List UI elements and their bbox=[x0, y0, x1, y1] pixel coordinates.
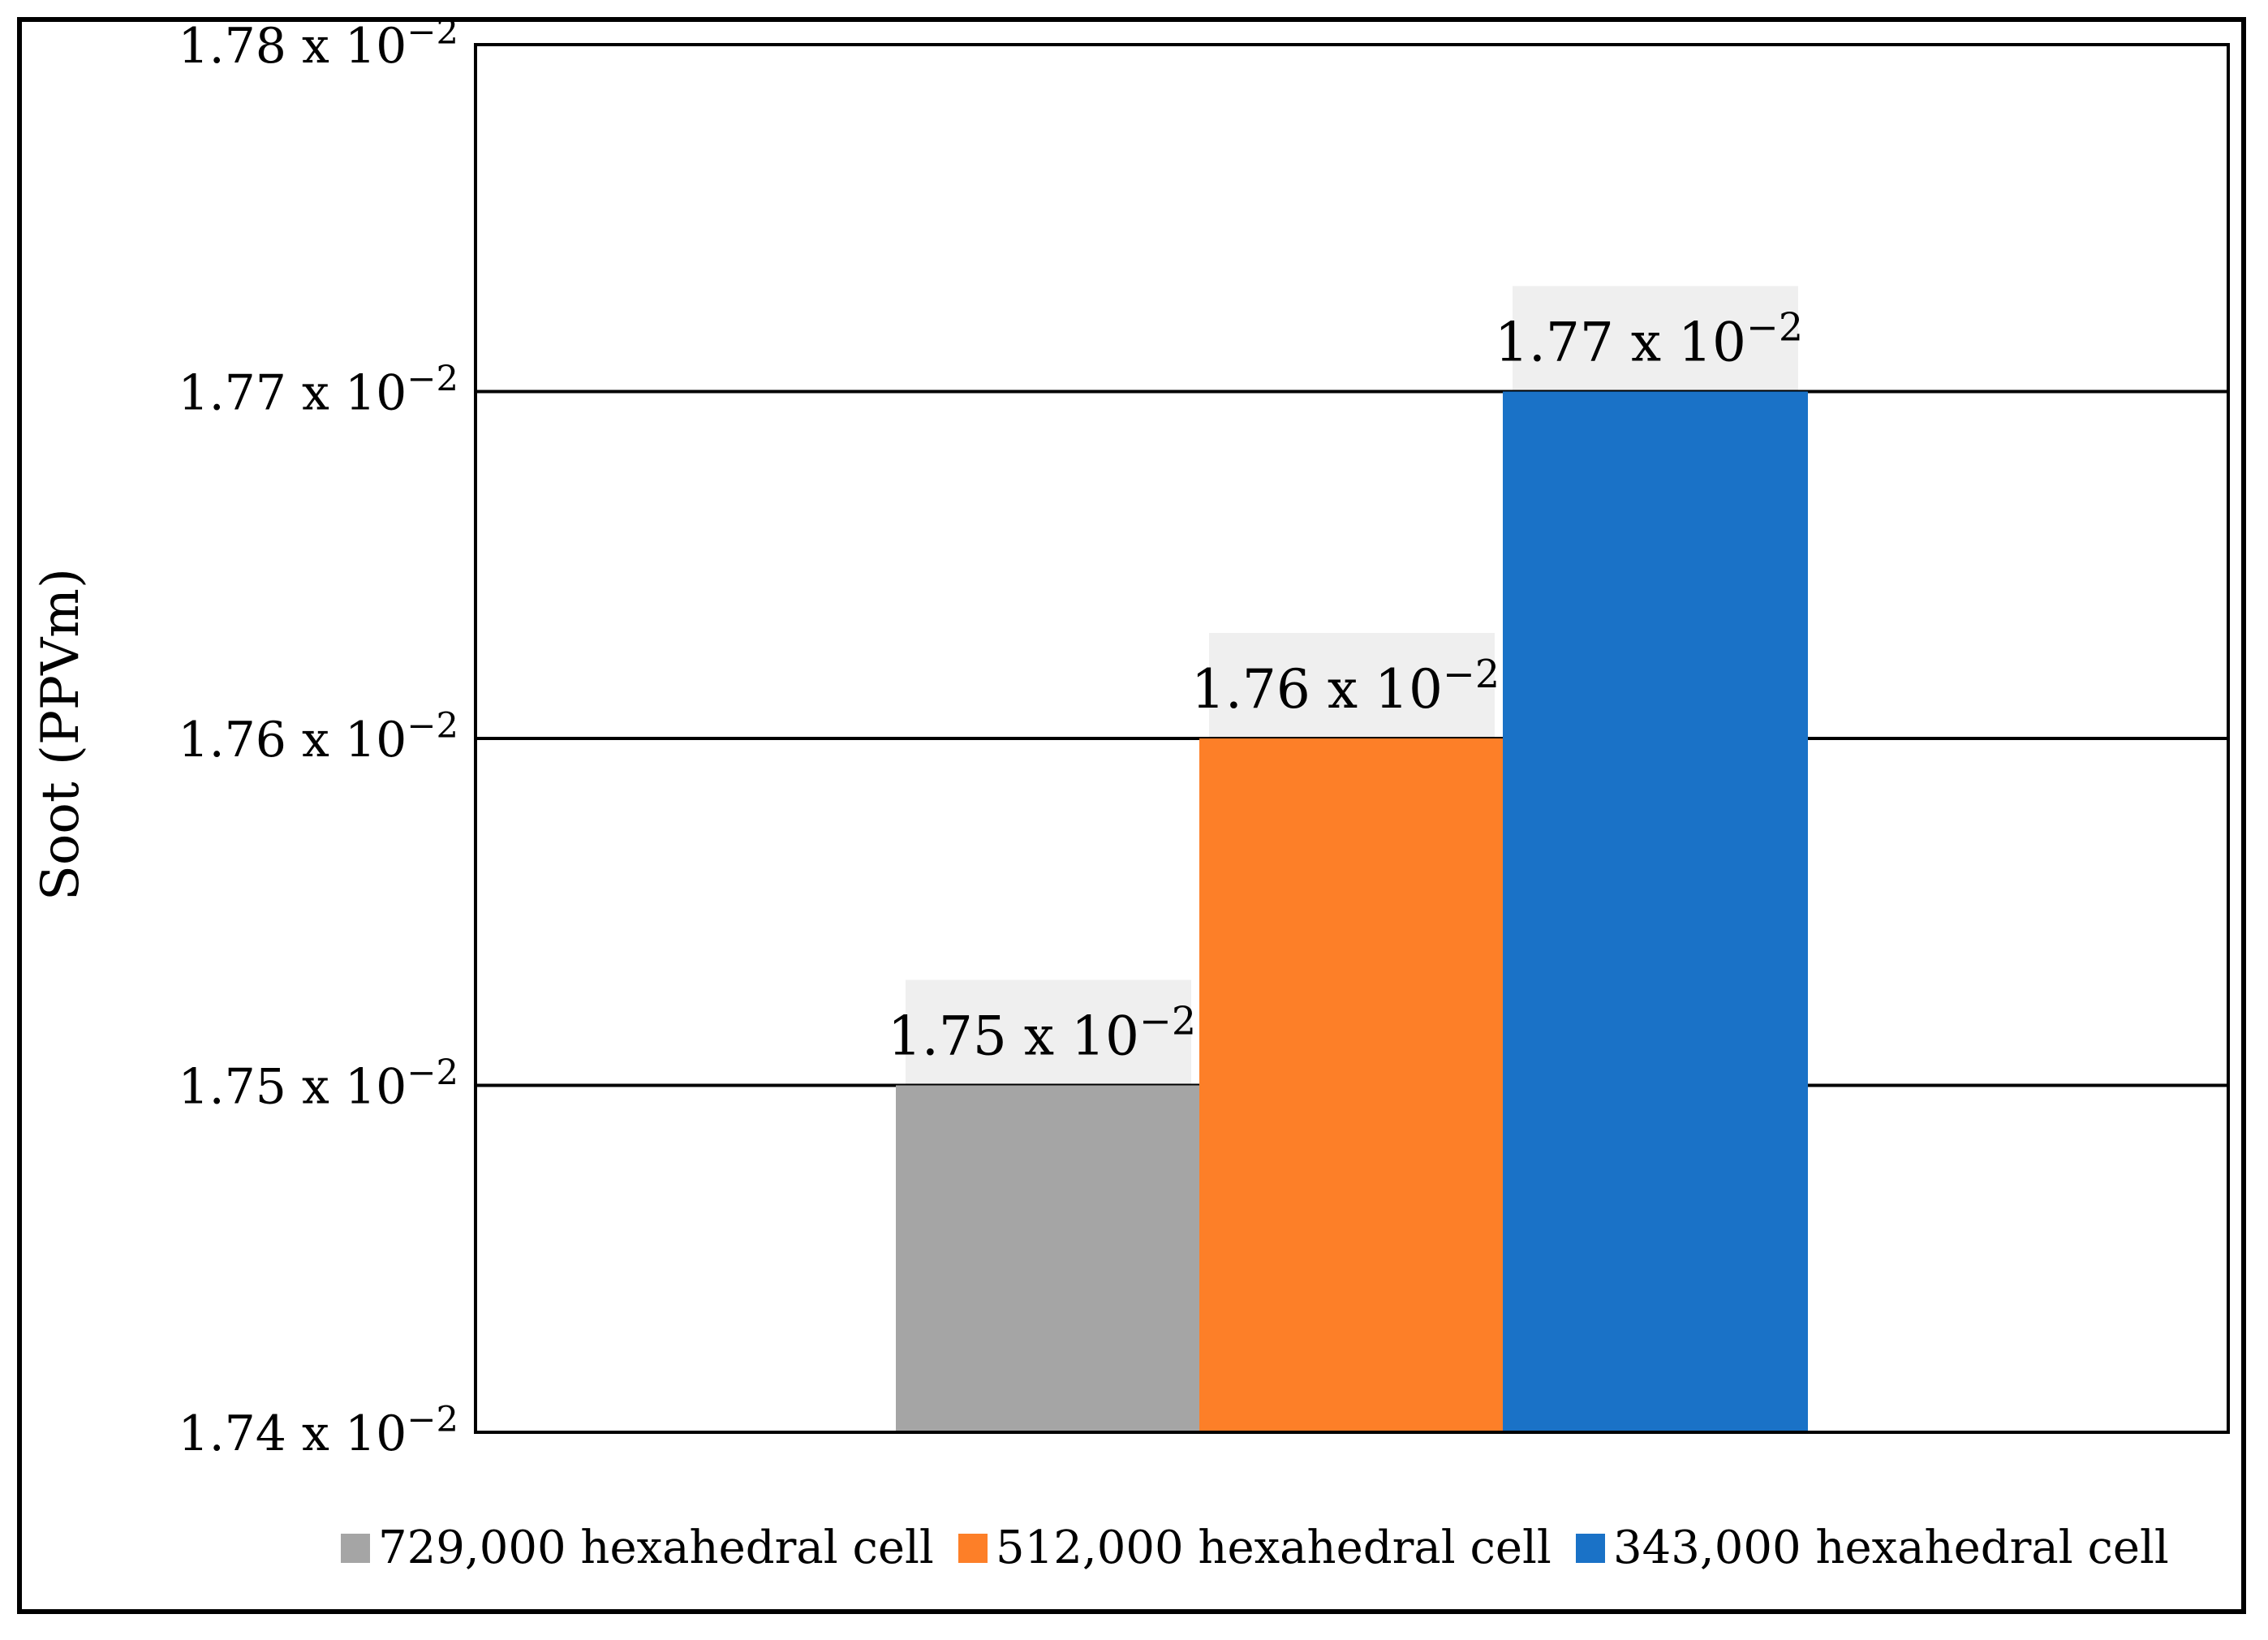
y-tick-label: 1.77 x 10−2 bbox=[178, 359, 458, 422]
data-label-background bbox=[1209, 633, 1495, 737]
bar bbox=[896, 1085, 1201, 1432]
y-axis-title: Soot (PPVm) bbox=[31, 568, 91, 901]
bar bbox=[1503, 391, 1808, 1432]
data-labels: 1.75 x 10−2 1.76 x 10−2 1.77 x 10−2 bbox=[888, 286, 1803, 1084]
data-label: 1.77 x 10−2 bbox=[1495, 305, 1803, 373]
data-label: 1.75 x 10−2 bbox=[888, 999, 1196, 1067]
y-tick-label: 1.76 x 10−2 bbox=[178, 706, 458, 768]
legend-label: 512,000 hexahedral cell bbox=[996, 1522, 1551, 1574]
bar bbox=[1199, 738, 1504, 1432]
legend-swatch bbox=[1576, 1534, 1605, 1563]
y-axis-ticks: 1.74 x 10−2 1.75 x 10−2 1.76 x 10−2 1.77 x … bbox=[178, 12, 458, 1462]
legend-swatch bbox=[958, 1534, 988, 1563]
legend-label: 729,000 hexahedral cell bbox=[378, 1522, 934, 1574]
data-label: 1.76 x 10−2 bbox=[1191, 652, 1500, 721]
plot-area bbox=[474, 43, 2230, 1434]
legend-label: 343,000 hexahedral cell bbox=[1613, 1522, 2169, 1574]
data-label-background bbox=[1513, 286, 1798, 390]
y-tick-label: 1.78 x 10−2 bbox=[178, 12, 458, 75]
data-label-background bbox=[906, 979, 1191, 1084]
y-tick-label: 1.74 x 10−2 bbox=[178, 1400, 458, 1462]
y-tick-label: 1.75 x 10−2 bbox=[178, 1053, 458, 1116]
legend: 729,000 hexahedral cell 512,000 hexahedra… bbox=[341, 1522, 2169, 1574]
bars bbox=[896, 391, 1808, 1432]
legend-swatch bbox=[341, 1534, 370, 1563]
